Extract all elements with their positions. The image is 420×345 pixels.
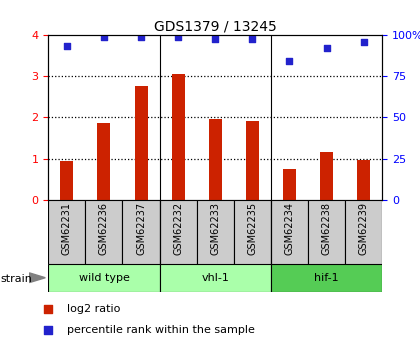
Text: GSM62233: GSM62233 <box>210 202 220 255</box>
Bar <box>283 169 296 200</box>
Text: GSM62238: GSM62238 <box>322 202 331 255</box>
Bar <box>320 152 333 200</box>
Bar <box>271 264 382 292</box>
Bar <box>123 200 160 264</box>
Point <box>286 59 293 64</box>
Point <box>45 306 52 312</box>
Text: GSM62235: GSM62235 <box>247 202 257 255</box>
Bar <box>172 74 185 200</box>
Bar <box>48 200 85 264</box>
Text: GSM62232: GSM62232 <box>173 202 183 255</box>
Title: GDS1379 / 13245: GDS1379 / 13245 <box>154 19 277 33</box>
Point <box>212 37 219 42</box>
Text: hif-1: hif-1 <box>314 273 339 283</box>
Bar <box>308 200 345 264</box>
Bar <box>234 200 271 264</box>
Text: wild type: wild type <box>79 273 129 283</box>
Bar <box>134 86 147 200</box>
Point <box>175 34 181 40</box>
Text: log2 ratio: log2 ratio <box>67 304 121 314</box>
Text: GSM62231: GSM62231 <box>62 202 72 255</box>
Bar <box>160 264 271 292</box>
Point <box>249 37 256 42</box>
Point <box>323 45 330 50</box>
Point <box>360 39 367 44</box>
Text: percentile rank within the sample: percentile rank within the sample <box>67 325 255 335</box>
Point <box>138 34 144 39</box>
Bar <box>197 200 234 264</box>
Point <box>45 328 52 333</box>
Bar <box>209 119 222 200</box>
Bar <box>85 200 123 264</box>
Text: GSM62234: GSM62234 <box>284 202 294 255</box>
Bar <box>60 161 74 200</box>
Bar <box>271 200 308 264</box>
Bar <box>345 200 382 264</box>
Point <box>63 43 70 49</box>
Bar <box>160 200 197 264</box>
Bar <box>48 264 160 292</box>
Text: GSM62239: GSM62239 <box>359 202 369 255</box>
Point <box>101 34 108 39</box>
Text: strain: strain <box>1 274 33 284</box>
Text: vhl-1: vhl-1 <box>201 273 229 283</box>
Text: GSM62236: GSM62236 <box>99 202 109 255</box>
Bar <box>246 121 259 200</box>
Text: GSM62237: GSM62237 <box>136 202 146 255</box>
Polygon shape <box>29 273 45 283</box>
Bar <box>97 123 110 200</box>
Bar <box>357 159 370 200</box>
